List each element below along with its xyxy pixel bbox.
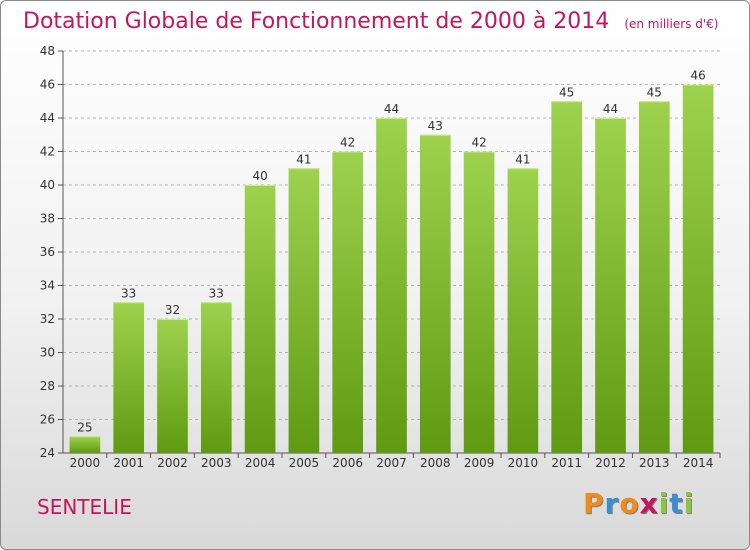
x-tick-label: 2001 xyxy=(113,456,144,470)
y-tick-label: 42 xyxy=(40,145,55,159)
data-label: 41 xyxy=(515,152,530,166)
y-tick-label: 40 xyxy=(40,178,55,192)
x-tick-label: 2013 xyxy=(639,456,670,470)
bar xyxy=(69,436,101,453)
bar xyxy=(682,84,714,453)
chart-title-unit: (en milliers d'€) xyxy=(624,17,719,31)
x-tick-label: 2006 xyxy=(332,456,363,470)
bar xyxy=(200,302,232,453)
chart-title: Dotation Globale de Fonctionnement de 20… xyxy=(23,9,718,34)
x-tick-label: 2007 xyxy=(376,456,407,470)
x-tick-label: 2005 xyxy=(289,456,320,470)
bars xyxy=(69,84,714,453)
y-tick-label: 46 xyxy=(40,78,55,92)
bar xyxy=(244,185,276,453)
y-tick-label: 48 xyxy=(40,44,55,58)
data-label: 42 xyxy=(471,136,486,150)
x-tick-label: 2002 xyxy=(157,456,188,470)
data-label: 44 xyxy=(603,102,618,116)
y-tick-label: 44 xyxy=(40,111,55,125)
data-label: 32 xyxy=(165,303,180,317)
logo-letter: r xyxy=(604,487,620,520)
bar xyxy=(638,101,670,453)
bar xyxy=(288,168,320,453)
logo-letter: o xyxy=(619,487,640,520)
data-label: 33 xyxy=(121,286,136,300)
x-tick-label: 2009 xyxy=(464,456,495,470)
x-tick-label: 2010 xyxy=(508,456,539,470)
y-tick-label: 36 xyxy=(40,245,55,259)
data-label: 41 xyxy=(296,152,311,166)
data-label: 42 xyxy=(340,136,355,150)
x-tick-label: 2004 xyxy=(245,456,276,470)
bar xyxy=(507,168,539,453)
bar xyxy=(376,118,407,453)
bar xyxy=(551,101,583,453)
chart-title-main: Dotation Globale de Fonctionnement de 20… xyxy=(23,9,610,34)
y-tick-label: 28 xyxy=(40,379,55,393)
bar xyxy=(332,151,364,453)
logo-letter: x xyxy=(639,487,659,520)
data-label: 33 xyxy=(209,286,224,300)
x-tick-label: 2003 xyxy=(201,456,232,470)
x-tick-label: 2000 xyxy=(70,456,101,470)
y-tick-label: 38 xyxy=(40,212,55,226)
y-tick-label: 30 xyxy=(40,346,55,360)
x-tick-label: 2014 xyxy=(683,456,714,470)
data-label: 40 xyxy=(252,169,267,183)
data-label: 43 xyxy=(428,119,443,133)
logo-letter: P xyxy=(583,487,605,520)
data-label: 45 xyxy=(559,85,574,99)
y-tick-label: 24 xyxy=(40,446,55,460)
y-tick-label: 32 xyxy=(40,312,55,326)
bar xyxy=(113,302,145,453)
logo-letter: i xyxy=(683,487,695,520)
data-label: 45 xyxy=(647,85,662,99)
logo-letter: t xyxy=(669,487,684,520)
proxiti-logo[interactable]: Proxiti xyxy=(583,487,694,520)
x-tick-label: 2012 xyxy=(595,456,626,470)
commune-name: SENTELIE xyxy=(37,495,132,519)
y-tick-label: 34 xyxy=(40,279,55,293)
data-label: 46 xyxy=(690,69,705,83)
y-tick-label: 26 xyxy=(40,413,55,427)
bar xyxy=(157,319,188,453)
x-tick-label: 2011 xyxy=(551,456,582,470)
bar xyxy=(595,118,626,453)
bar xyxy=(463,151,495,453)
bar xyxy=(419,134,451,453)
logo-letter: i xyxy=(658,487,670,520)
data-label: 44 xyxy=(384,102,399,116)
data-label: 25 xyxy=(77,420,92,434)
x-tick-label: 2008 xyxy=(420,456,451,470)
data-labels: 25 33 32 33 40 41 42 44 43 42 41 45 44 45 46 xyxy=(77,69,705,435)
